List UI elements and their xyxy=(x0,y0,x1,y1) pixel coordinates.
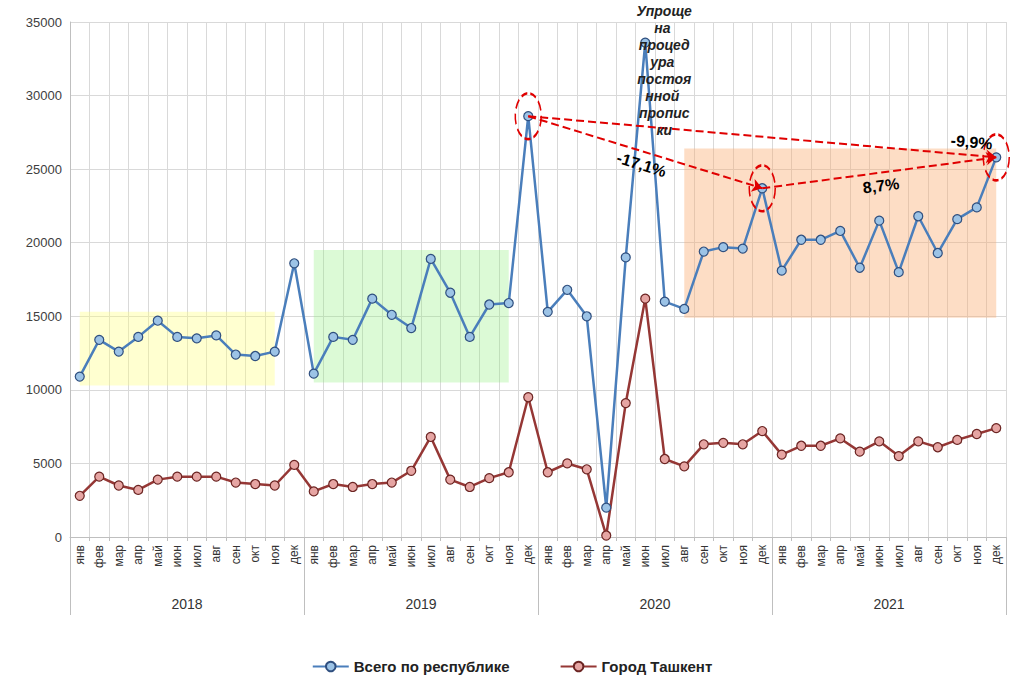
svg-text:янв: янв xyxy=(775,545,789,565)
svg-text:янв: янв xyxy=(307,545,321,565)
svg-text:апр: апр xyxy=(833,545,847,565)
svg-text:июл: июл xyxy=(424,545,438,567)
svg-text:окт: окт xyxy=(248,545,262,563)
svg-text:апр: апр xyxy=(131,545,145,565)
svg-text:авг: авг xyxy=(677,544,691,562)
svg-text:июн: июн xyxy=(170,545,184,567)
svg-text:8,7%: 8,7% xyxy=(862,175,900,197)
svg-text:мар: мар xyxy=(814,545,828,567)
svg-text:ноя: ноя xyxy=(268,545,282,565)
svg-text:2020: 2020 xyxy=(639,596,670,612)
svg-text:июл: июл xyxy=(658,545,672,567)
svg-text:Упроще: Упроще xyxy=(637,3,693,19)
svg-text:дек: дек xyxy=(287,544,301,564)
svg-text:ура: ура xyxy=(649,54,678,70)
svg-text:май: май xyxy=(385,545,399,567)
svg-text:сен: сен xyxy=(697,545,711,564)
svg-text:ки: ки xyxy=(656,122,672,138)
svg-text:на: на xyxy=(654,20,674,36)
svg-text:май: май xyxy=(619,545,633,567)
svg-text:окт: окт xyxy=(950,545,964,563)
svg-text:фев: фев xyxy=(326,545,340,568)
svg-text:июн: июн xyxy=(872,545,886,567)
svg-text:фев: фев xyxy=(794,545,808,568)
svg-text:авг: авг xyxy=(209,544,223,562)
svg-text:0: 0 xyxy=(55,530,62,545)
svg-text:апр: апр xyxy=(599,545,613,565)
svg-text:нной: нной xyxy=(645,88,683,104)
svg-text:-9,9%: -9,9% xyxy=(950,132,993,153)
svg-text:2019: 2019 xyxy=(405,596,436,612)
svg-text:апр: апр xyxy=(365,545,379,565)
svg-text:авг: авг xyxy=(911,544,925,562)
svg-text:сен: сен xyxy=(229,545,243,564)
svg-text:2021: 2021 xyxy=(873,596,904,612)
svg-text:Всего по республике: Всего по республике xyxy=(354,658,510,675)
svg-text:20000: 20000 xyxy=(26,235,62,250)
svg-text:сен: сен xyxy=(931,545,945,564)
svg-text:янв: янв xyxy=(73,545,87,565)
svg-text:фев: фев xyxy=(560,545,574,568)
svg-text:окт: окт xyxy=(716,545,730,563)
svg-text:10000: 10000 xyxy=(26,382,62,397)
svg-text:май: май xyxy=(853,545,867,567)
svg-text:июн: июн xyxy=(638,545,652,567)
svg-text:дек: дек xyxy=(989,544,1003,564)
svg-text:авг: авг xyxy=(443,544,457,562)
svg-text:35000: 35000 xyxy=(26,15,62,30)
svg-text:5000: 5000 xyxy=(33,456,62,471)
svg-text:пропис: пропис xyxy=(639,105,690,121)
svg-text:ноя: ноя xyxy=(970,545,984,565)
svg-text:янв: янв xyxy=(541,545,555,565)
svg-text:июн: июн xyxy=(404,545,418,567)
svg-text:ноя: ноя xyxy=(736,545,750,565)
svg-text:май: май xyxy=(151,545,165,567)
svg-text:дек: дек xyxy=(521,544,535,564)
svg-text:2018: 2018 xyxy=(171,596,202,612)
svg-text:Город Ташкент: Город Ташкент xyxy=(602,658,713,675)
svg-text:-17,1%: -17,1% xyxy=(615,149,668,180)
svg-text:дек: дек xyxy=(755,544,769,564)
svg-text:июл: июл xyxy=(892,545,906,567)
svg-text:25000: 25000 xyxy=(26,162,62,177)
svg-text:мар: мар xyxy=(112,545,126,567)
svg-text:июл: июл xyxy=(190,545,204,567)
svg-text:15000: 15000 xyxy=(26,309,62,324)
svg-text:сен: сен xyxy=(463,545,477,564)
svg-text:мар: мар xyxy=(580,545,594,567)
svg-text:ноя: ноя xyxy=(502,545,516,565)
svg-text:процед: процед xyxy=(639,37,690,53)
svg-text:фев: фев xyxy=(92,545,106,568)
svg-text:мар: мар xyxy=(346,545,360,567)
svg-text:30000: 30000 xyxy=(26,88,62,103)
svg-text:окт: окт xyxy=(482,545,496,563)
svg-text:постоя: постоя xyxy=(637,71,691,87)
